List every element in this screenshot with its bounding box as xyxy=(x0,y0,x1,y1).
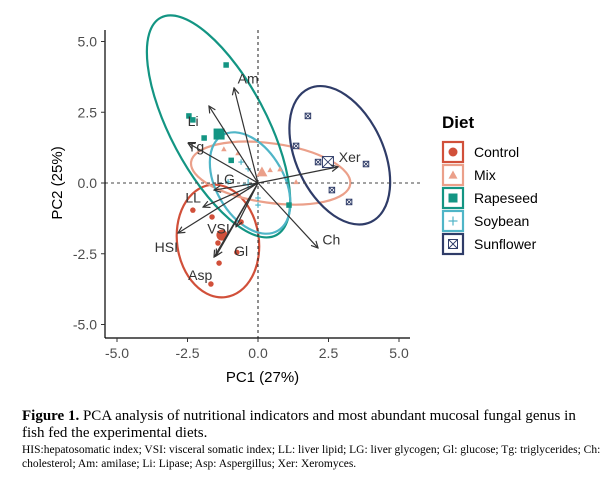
legend-item-rapeseed: Rapeseed xyxy=(441,186,538,210)
legend-item-control: Control xyxy=(441,140,519,164)
legend-item-sunflower: Sunflower xyxy=(441,232,537,256)
legend-label-mix: Mix xyxy=(474,167,496,183)
loading-label-lg: LG xyxy=(216,171,235,187)
y-axis-title: PC2 (25%) xyxy=(49,146,66,219)
ellipse-mix xyxy=(189,140,352,206)
centroid-control xyxy=(216,229,228,241)
point-rapeseed xyxy=(286,202,292,208)
loading-arrow-tg xyxy=(188,143,259,184)
legend-marker-sunflower xyxy=(448,239,458,249)
ellipse-rapeseed xyxy=(145,14,292,239)
point-sunflower xyxy=(304,112,312,120)
point-sunflower xyxy=(345,198,353,206)
loading-arrow-li xyxy=(209,106,259,184)
legend-label-rapeseed: Rapeseed xyxy=(474,190,538,206)
loading-label-asp: Asp xyxy=(188,267,212,283)
point-control xyxy=(216,260,222,266)
point-soybean xyxy=(255,195,261,201)
point-control xyxy=(234,249,240,256)
point-sunflower xyxy=(292,142,300,150)
loading-arrow-hsi xyxy=(178,182,259,233)
point-control xyxy=(190,207,196,213)
x-tick-label: 5.0 xyxy=(389,345,409,361)
legend-item-soybean: Soybean xyxy=(441,209,529,233)
figure-label: Figure 1. xyxy=(22,408,80,424)
point-sunflower xyxy=(328,186,336,194)
loading-label-tg: Tg xyxy=(188,138,204,154)
point-mix xyxy=(293,179,299,185)
centroid-sunflower xyxy=(321,156,334,169)
x-axis-title: PC1 (27%) xyxy=(226,369,299,386)
y-tick-label: -2.5 xyxy=(73,246,97,262)
caption-title-text: PCA analysis of nutritional indicators a… xyxy=(22,408,576,441)
legend-label-soybean: Soybean xyxy=(474,213,529,229)
legend-item-mix: Mix xyxy=(441,163,496,187)
legend-marker-control xyxy=(448,147,458,157)
point-rapeseed xyxy=(228,157,234,164)
loading-arrow-am xyxy=(234,88,259,184)
ellipse-sunflower xyxy=(288,84,392,226)
point-soybean xyxy=(255,202,261,208)
loading-label-ch: Ch xyxy=(322,232,340,248)
caption-abbreviations: HIS:hepatosomatic index; VSI: visceral s… xyxy=(22,444,601,470)
legend-label-control: Control xyxy=(474,144,519,160)
point-mix xyxy=(267,167,273,173)
sample-points xyxy=(186,62,370,287)
loading-arrow-ll xyxy=(203,182,259,207)
loading-label-vsi: VSI xyxy=(207,220,230,236)
reference-lines xyxy=(105,30,420,338)
legend-title: Diet xyxy=(442,113,474,132)
point-rapeseed xyxy=(186,113,192,119)
point-rapeseed xyxy=(201,135,207,141)
loading-label-am: Am xyxy=(238,70,259,86)
legend-marker-mix xyxy=(448,170,458,179)
point-control xyxy=(208,281,214,287)
loading-label-ll: LL xyxy=(185,189,201,205)
x-tick-label: -5.0 xyxy=(105,345,129,361)
point-control xyxy=(209,214,215,220)
loading-label-xer: Xer xyxy=(339,149,361,165)
centroid-rapeseed xyxy=(213,128,225,140)
figure-caption: Figure 1. PCA analysis of nutritional in… xyxy=(22,408,602,471)
y-tick-label: -5.0 xyxy=(73,317,97,333)
y-tick-label: 2.5 xyxy=(78,104,98,120)
x-tick-label: 2.5 xyxy=(319,345,339,361)
point-mix xyxy=(277,166,283,172)
point-control xyxy=(215,240,221,246)
loading-arrow-xer xyxy=(257,167,338,184)
legend-marker-soybean xyxy=(448,216,458,226)
point-rapeseed xyxy=(223,62,229,68)
point-soybean xyxy=(238,159,244,165)
point-sunflower xyxy=(314,158,322,166)
axes: -5.0 -2.5 0.0 2.5 5.0 -5.0 -2.5 0.0 2.5 5.0 xyxy=(73,30,410,361)
centroid-mix xyxy=(256,166,268,177)
point-sunflower xyxy=(362,160,370,168)
point-soybean xyxy=(225,179,231,185)
x-tick-label: -2.5 xyxy=(175,345,199,361)
caption-title: Figure 1. PCA analysis of nutritional in… xyxy=(22,408,602,442)
confidence-ellipses xyxy=(145,14,392,299)
loading-label-li: Li xyxy=(188,113,199,129)
loading-arrow-ch xyxy=(257,182,318,248)
point-rapeseed xyxy=(190,117,196,123)
y-tick-label: 5.0 xyxy=(78,34,98,50)
legend-marker-rapeseed xyxy=(448,193,458,203)
x-tick-label: 0.0 xyxy=(248,345,268,361)
point-mix xyxy=(221,146,227,152)
loading-arrow-lg xyxy=(214,182,259,190)
y-tick-label: 0.0 xyxy=(78,175,98,191)
loading-arrow-asp xyxy=(214,182,259,257)
loading-label-gl: Gl xyxy=(234,243,248,259)
legend-label-sunflower: Sunflower xyxy=(474,236,537,252)
loading-label-hsi: HSI xyxy=(155,239,178,255)
legend: Diet Control Mix Rapeseed Soybean Sunflower xyxy=(441,113,538,256)
